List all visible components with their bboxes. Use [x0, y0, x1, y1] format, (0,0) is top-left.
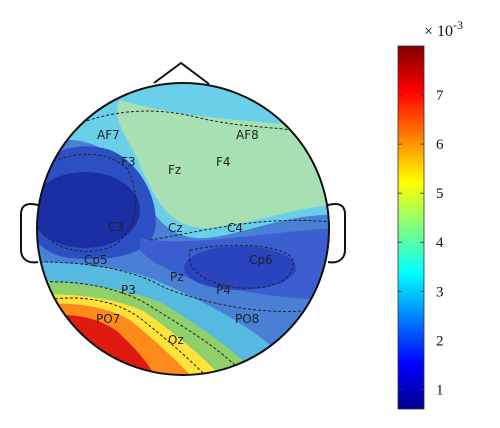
nose-outline	[153, 61, 210, 85]
electrode-label-cp5: Cp5	[84, 253, 108, 267]
electrode-label-f3: F3	[121, 155, 136, 169]
electrode-label-po7: PO7	[96, 312, 120, 326]
electrode-label-pz: Pz	[170, 270, 184, 284]
electrode-label-cp6: Cp6	[249, 253, 273, 267]
colorbar-tick-label: 3	[436, 284, 444, 300]
colorbar-tick-label: 4	[436, 235, 444, 251]
electrode-label-oz: Oz	[168, 333, 184, 347]
electrode-label-c3: C3	[108, 220, 124, 234]
scalp-heatmap	[37, 83, 329, 375]
left-central-minimum	[37, 172, 140, 248]
left-ear-outline	[20, 203, 39, 264]
contour-line	[39, 261, 329, 312]
colorbar-scale-exponent: -3	[453, 18, 463, 32]
colorbar-tick-label: 2	[436, 333, 444, 349]
electrode-label-p4: P4	[216, 283, 231, 297]
colorbar-tick-label: 5	[436, 186, 444, 202]
colorbar-tick-label: 7	[436, 88, 444, 104]
colorbar-ticks: 1 2 3 4 5 6 7	[398, 88, 444, 398]
colorbar: 1 2 3 4 5 6 7 × 10-3	[397, 18, 463, 410]
right-parietal-minimum	[184, 246, 296, 290]
colorbar-tick-label: 6	[436, 137, 444, 153]
electrode-label-fz: Fz	[168, 163, 181, 177]
colorbar-tick-label: 1	[436, 382, 444, 398]
right-ear-outline	[327, 203, 346, 264]
electrode-label-af7: AF7	[97, 128, 120, 142]
contour-line	[41, 153, 137, 252]
contour-line	[39, 281, 241, 371]
electrode-label-af8: AF8	[236, 128, 259, 142]
frontal-light-region	[117, 100, 329, 229]
contour-line	[44, 297, 206, 375]
electrode-label-cz: Cz	[168, 221, 183, 235]
electrode-label-p3: P3	[121, 283, 136, 297]
electrode-labels: AF7 AF8 F3 Fz F4 C3 Cz C4 Cp5 Pz Cp6 P3 …	[84, 128, 273, 347]
electrode-label-f4: F4	[216, 155, 231, 169]
contour-line	[149, 219, 329, 241]
head-outline	[36, 82, 330, 376]
contour-line	[188, 244, 294, 289]
electrode-label-c4: C4	[227, 221, 243, 235]
colorbar-scale-label: × 10-3	[424, 18, 463, 40]
colorbar-scale-multiplier: × 10	[424, 23, 453, 40]
colorbar-gradient	[397, 45, 425, 410]
electrode-label-po8: PO8	[235, 312, 259, 326]
